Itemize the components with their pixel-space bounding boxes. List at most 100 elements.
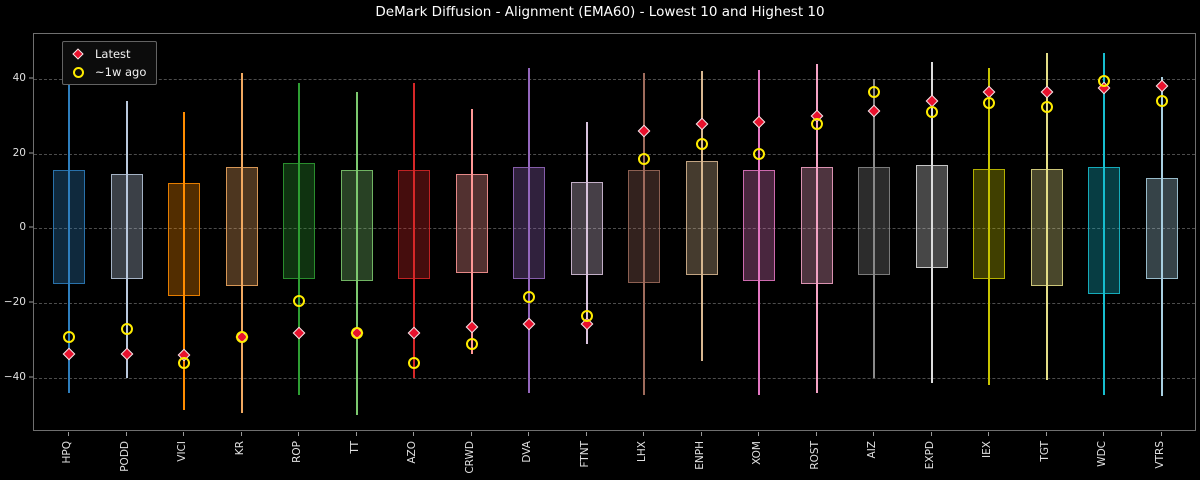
whisker-PODD [125, 101, 128, 378]
xtick-label-PODD: PODD [118, 441, 131, 472]
ytick-label-40: 40 [12, 71, 26, 84]
xtick-label-ROST: ROST [808, 441, 821, 470]
range-box-TGT [1030, 168, 1063, 287]
xtick-mark-XOM [758, 432, 760, 436]
whisker-HPQ [68, 65, 70, 393]
week-ago-marker-VICI [178, 356, 191, 369]
week-ago-marker-AZO [408, 356, 421, 369]
latest-marker-ROP [292, 326, 306, 340]
latest-marker-AIZ [867, 104, 881, 117]
xtick-mark-VICI [183, 432, 185, 436]
xtick-mark-HPQ [68, 432, 69, 436]
xtick-mark-AZO [413, 432, 415, 436]
xtick-mark-KR [240, 432, 242, 436]
range-box-VTRS [1146, 177, 1178, 279]
whisker-AZO [413, 82, 416, 378]
whisker-XOM [758, 69, 761, 395]
week-ago-marker-VTRS [1156, 95, 1168, 108]
latest-marker-AZO [407, 326, 421, 340]
range-box-HPQ [53, 170, 85, 285]
xtick-label-HPQ: HPQ [61, 441, 73, 464]
whisker-LHX [643, 73, 646, 395]
xtick-label-TGT: TGT [1038, 441, 1051, 462]
xtick-label-ENPH: ENPH [693, 441, 706, 470]
whisker-CRWD [470, 108, 473, 354]
range-box-FTNT [570, 181, 603, 276]
gridline-y40 [34, 78, 1195, 80]
xtick-mark-AIZ [873, 432, 875, 436]
xtick-mark-IEX [988, 432, 990, 436]
xtick-mark-EXPD [930, 432, 932, 436]
xtick-label-EXPD: EXPD [923, 441, 936, 470]
xtick-mark-DVA [528, 432, 530, 436]
week-ago-marker-EXPD [925, 106, 938, 119]
week-ago-marker-FTNT [580, 310, 593, 323]
range-box-KR [225, 166, 258, 287]
range-box-ROST [800, 166, 833, 285]
whisker-WDC [1103, 52, 1106, 395]
xtick-label-ROP: ROP [291, 441, 304, 463]
range-box-EXPD [915, 164, 948, 268]
latest-marker-DVA [522, 317, 536, 330]
range-box-LHX [628, 170, 661, 283]
xtick-mark-ENPH [700, 432, 702, 436]
xtick-label-IEX: IEX [981, 441, 994, 458]
range-box-VICI [168, 183, 201, 296]
xtick-label-XOM: XOM [751, 441, 764, 465]
week-ago-marker-TT [350, 326, 363, 339]
legend-latest-label: Latest [95, 47, 131, 61]
week-ago-marker-KR [235, 330, 248, 343]
xtick-label-LHX: LHX [636, 441, 649, 462]
whisker-ROP [298, 82, 301, 395]
latest-marker-VTRS [1155, 79, 1169, 93]
plot-area [33, 33, 1196, 431]
week-ago-marker-PODD [120, 323, 133, 336]
xtick-label-VTRS: VTRS [1154, 441, 1166, 469]
range-box-ENPH [685, 161, 718, 276]
ytick-label--20: −20 [3, 296, 26, 309]
week-ago-marker-DVA [523, 291, 536, 304]
gridline-y-40 [34, 377, 1195, 379]
week-ago-marker-ENPH [695, 138, 708, 151]
whisker-ROST [815, 63, 818, 393]
xtick-label-DVA: DVA [521, 441, 534, 463]
ytick-label--40: −40 [3, 370, 26, 383]
week-ago-circle-icon [71, 65, 85, 79]
range-box-CRWD [455, 174, 488, 274]
whisker-TGT [1045, 52, 1048, 380]
xtick-label-KR: KR [233, 441, 246, 456]
whisker-EXPD [930, 62, 933, 384]
ytick-mark--40 [29, 376, 33, 378]
range-box-WDC [1088, 166, 1121, 294]
range-box-PODD [110, 174, 143, 279]
xtick-mark-FTNT [585, 432, 587, 436]
range-box-TT [340, 170, 373, 281]
latest-marker-LHX [637, 124, 651, 138]
legend: Latest ~1w ago [62, 41, 158, 85]
ytick-label-20: 20 [12, 146, 26, 159]
week-ago-marker-CRWD [465, 338, 478, 351]
legend-week-ago-label: ~1w ago [95, 65, 147, 79]
range-box-ROP [283, 162, 316, 279]
xtick-label-VICI: VICI [176, 441, 189, 462]
xtick-label-AZO: AZO [406, 441, 419, 464]
whisker-VICI [183, 112, 186, 410]
latest-marker-PODD [120, 347, 133, 360]
gridline-y20 [34, 153, 1195, 155]
xtick-mark-ROST [815, 432, 817, 436]
range-box-IEX [973, 168, 1006, 279]
xtick-mark-PODD [125, 432, 127, 436]
chart-title: DeMark Diffusion - Alignment (EMA60) - L… [375, 4, 825, 20]
whisker-AIZ [873, 78, 876, 378]
gridline-y0 [34, 228, 1195, 230]
latest-marker-HPQ [62, 347, 76, 360]
week-ago-marker-HPQ [63, 330, 75, 343]
latest-marker-XOM [752, 115, 766, 129]
xtick-label-AIZ: AIZ [866, 441, 879, 459]
week-ago-marker-WDC [1098, 74, 1111, 87]
legend-item-week-ago: ~1w ago [71, 65, 146, 79]
week-ago-marker-ROP [293, 295, 306, 308]
xtick-mark-VTRS [1161, 432, 1162, 436]
whisker-ENPH [700, 71, 703, 361]
